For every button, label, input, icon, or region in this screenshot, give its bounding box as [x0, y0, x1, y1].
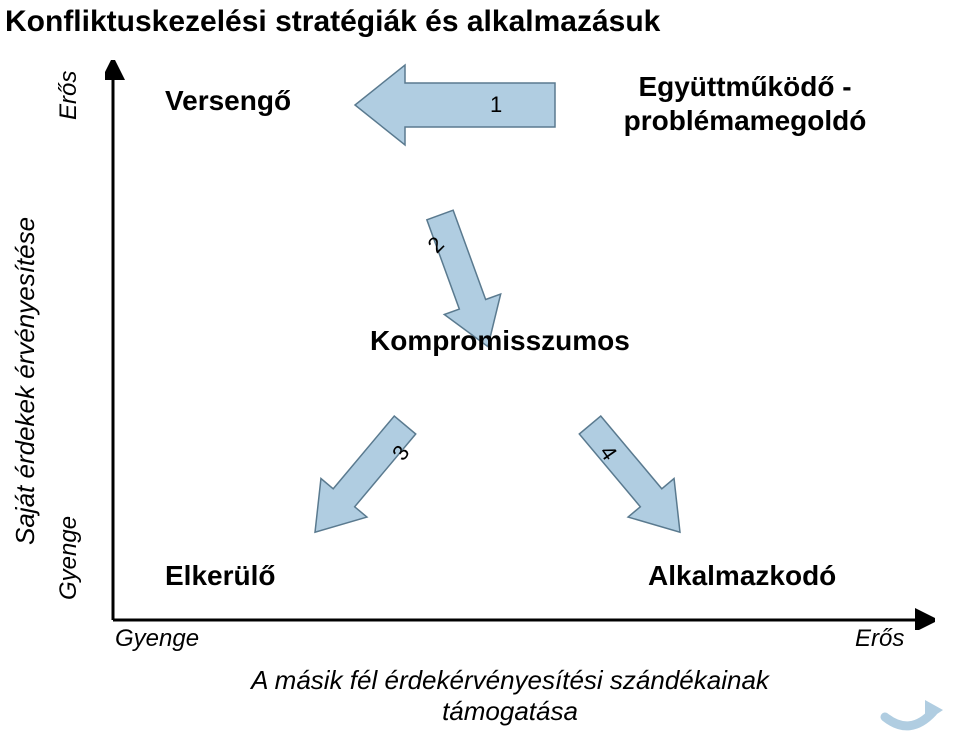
- label-avoiding: Elkerülő: [165, 560, 275, 592]
- diagram-title: Konfliktuskezelési stratégiák és alkalma…: [5, 5, 660, 39]
- label-accommodating: Alkalmazkodó: [648, 560, 836, 592]
- label-collaborating: Együttműködő - problémamegoldó: [600, 70, 890, 137]
- x-axis-high: Erős: [855, 625, 904, 653]
- return-arrow-icon: [875, 682, 945, 732]
- y-axis-high: Erős: [55, 71, 83, 120]
- x-axis-label: A másik fél érdekérvényesítési szándékai…: [190, 665, 830, 727]
- y-axis-label: Saját érdekek érvényesítése: [10, 217, 41, 545]
- x-axis-low: Gyenge: [115, 625, 199, 653]
- num-1: 1: [490, 92, 502, 118]
- label-competing: Versengő: [165, 85, 291, 117]
- label-compromising: Kompromisszumos: [370, 325, 630, 357]
- y-axis-low: Gyenge: [55, 516, 83, 600]
